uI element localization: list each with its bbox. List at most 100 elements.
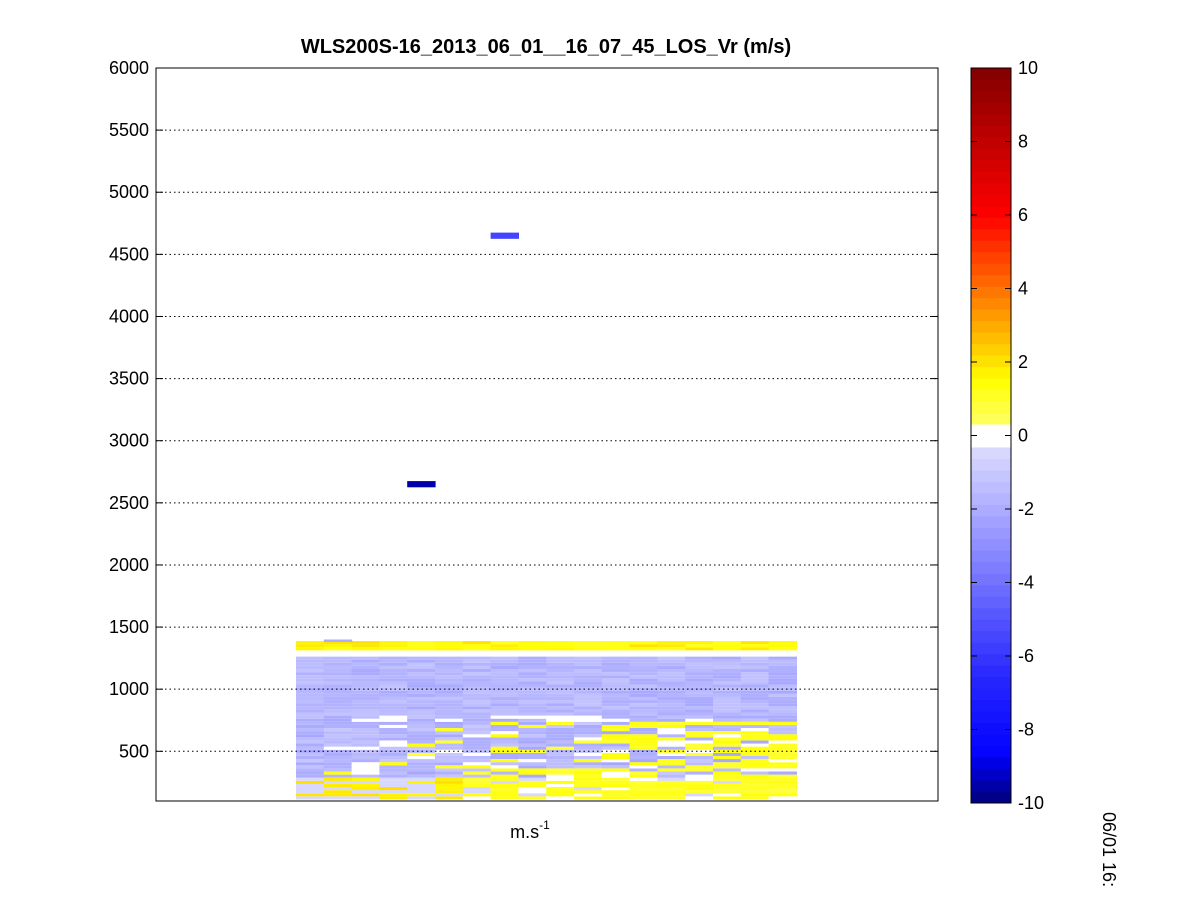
heatmap-cell bbox=[323, 765, 353, 769]
heatmap-cell bbox=[296, 737, 325, 741]
heatmap-cell bbox=[351, 715, 380, 719]
colorbar-swatch bbox=[971, 401, 1011, 414]
heatmap-cell bbox=[546, 656, 575, 660]
heatmap-cell bbox=[546, 724, 575, 729]
heatmap-cell bbox=[490, 721, 519, 725]
heatmap-cell bbox=[462, 706, 492, 710]
heatmap-cell bbox=[629, 684, 658, 688]
heatmap-cell bbox=[740, 771, 770, 775]
heatmap-cell bbox=[379, 774, 408, 778]
heatmap-cell bbox=[768, 737, 797, 741]
heatmap-cell bbox=[574, 780, 603, 784]
colorbar-swatch bbox=[971, 561, 1011, 574]
heatmap-cell bbox=[685, 696, 714, 701]
heatmap-cell bbox=[462, 659, 492, 663]
heatmap-cell bbox=[546, 774, 575, 778]
heatmap-cell bbox=[629, 715, 658, 719]
heatmap-cell bbox=[296, 684, 325, 688]
heatmap-cell bbox=[601, 675, 631, 679]
heatmap-cell bbox=[462, 762, 492, 766]
heatmap-cell bbox=[296, 665, 325, 669]
heatmap-cell bbox=[462, 656, 492, 660]
heatmap-cell bbox=[296, 662, 325, 666]
heatmap-cell bbox=[462, 690, 492, 694]
heatmap-cell bbox=[351, 662, 380, 666]
heatmap-cell bbox=[351, 644, 380, 648]
heatmap-cell bbox=[768, 746, 797, 750]
colorbar-tick-label: -10 bbox=[1018, 793, 1044, 813]
heatmap-cell bbox=[518, 678, 547, 682]
heatmap-cell bbox=[351, 759, 380, 763]
heatmap-cell bbox=[323, 678, 353, 682]
heatmap-cell bbox=[629, 721, 658, 725]
heatmap-cell bbox=[713, 765, 742, 769]
heatmap-cell bbox=[407, 743, 436, 747]
heatmap-cell bbox=[629, 700, 658, 704]
heatmap-cell bbox=[435, 678, 464, 682]
heatmap-cell bbox=[629, 780, 658, 784]
heatmap-cell bbox=[379, 731, 408, 735]
heatmap-cell bbox=[740, 721, 770, 725]
heatmap-cell bbox=[629, 737, 658, 741]
heatmap-cell bbox=[490, 777, 519, 781]
heatmap-cell bbox=[379, 759, 408, 763]
heatmap-cell bbox=[657, 672, 686, 676]
heatmap-cell bbox=[351, 718, 380, 722]
colorbar-swatch bbox=[971, 492, 1011, 505]
heatmap-cell bbox=[296, 678, 325, 682]
heatmap-cell bbox=[574, 771, 603, 775]
heatmap-cell bbox=[407, 796, 436, 800]
heatmap-cell bbox=[574, 656, 603, 660]
colorbar bbox=[971, 68, 1011, 804]
heatmap-cell bbox=[574, 734, 603, 738]
heatmap-cell bbox=[657, 728, 686, 732]
colorbar-swatch bbox=[971, 251, 1011, 264]
colorbar-swatch bbox=[971, 619, 1011, 632]
heatmap-cell bbox=[296, 715, 325, 719]
heatmap-cell bbox=[518, 780, 547, 784]
colorbar-swatch bbox=[971, 791, 1011, 804]
heatmap-cell bbox=[323, 737, 353, 741]
heatmap-cell bbox=[435, 718, 464, 722]
heatmap-cell bbox=[546, 749, 575, 753]
heatmap-cell bbox=[435, 787, 464, 791]
heatmap-cell bbox=[323, 731, 353, 735]
colorbar-tick-label: -8 bbox=[1018, 720, 1034, 740]
heatmap-cell bbox=[685, 706, 714, 710]
heatmap-cell bbox=[490, 693, 519, 697]
heatmap-cell bbox=[768, 696, 797, 701]
heatmap-cell bbox=[407, 656, 436, 660]
heatmap-cell bbox=[768, 641, 797, 645]
heatmap-cell bbox=[435, 774, 464, 778]
heatmap-cell bbox=[657, 743, 686, 747]
heatmap-cell bbox=[379, 668, 408, 673]
heatmap-cell bbox=[546, 712, 575, 716]
heatmap-cell bbox=[407, 746, 436, 750]
heatmap-cell bbox=[601, 774, 631, 778]
y-tick-label: 2500 bbox=[109, 493, 149, 513]
heatmap-cell bbox=[490, 755, 519, 760]
heatmap-cell bbox=[407, 675, 436, 679]
heatmap-cell bbox=[490, 796, 519, 800]
heatmap-cell bbox=[740, 731, 770, 735]
heatmap-cell bbox=[546, 700, 575, 704]
heatmap-cell bbox=[518, 715, 547, 719]
heatmap-cell bbox=[379, 746, 408, 750]
heatmap-cell bbox=[518, 703, 547, 707]
heatmap-cell bbox=[574, 796, 603, 800]
colorbar-swatch bbox=[971, 240, 1011, 253]
heatmap-cell bbox=[462, 650, 492, 654]
heatmap-cell bbox=[296, 706, 325, 710]
colorbar-tick-label: 8 bbox=[1018, 132, 1028, 152]
heatmap-cell bbox=[685, 690, 714, 694]
heatmap-cell bbox=[768, 774, 797, 778]
heatmap-cell bbox=[546, 653, 575, 657]
heatmap-cell bbox=[379, 768, 408, 772]
heatmap-cell bbox=[768, 724, 797, 729]
heatmap-cell bbox=[601, 780, 631, 784]
heatmap-cell bbox=[490, 703, 519, 707]
heatmap-cell bbox=[685, 700, 714, 704]
heatmap-cell bbox=[379, 675, 408, 679]
heatmap-cell bbox=[768, 650, 797, 654]
heatmap-cell bbox=[323, 749, 353, 753]
